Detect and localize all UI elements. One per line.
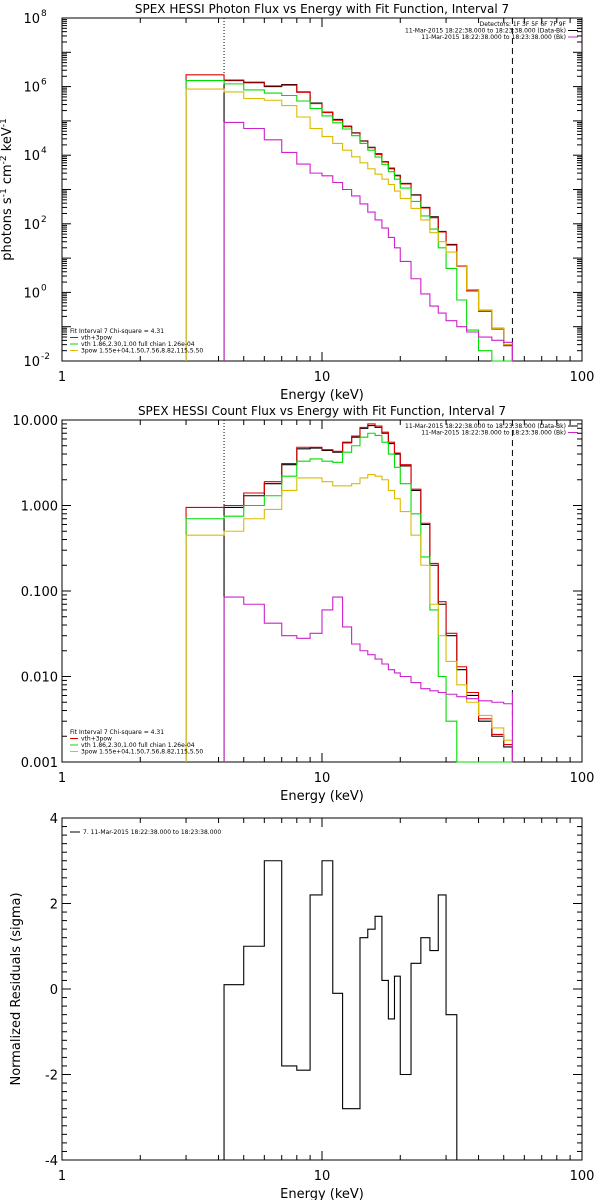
y-tick-label: -2 (45, 1069, 58, 1084)
y-tick-label: 10.000 (13, 414, 59, 429)
y-label-exponent: -1 (0, 188, 9, 197)
y-tick-label: 10 (23, 355, 40, 370)
fit-legend-entry: vth 1.86,2.30,1.00 full chian 1.26e-04 (81, 742, 195, 749)
y-label-part: cm (0, 164, 15, 188)
y-tick-label: 0.001 (21, 756, 58, 771)
plot-frame (61, 419, 583, 763)
x-tick-label: 100 (570, 1169, 595, 1184)
legend-entry: 11-Mar-2015 18:22:38.000 to 18:23:38.000… (405, 423, 566, 430)
series-bk-line (223, 596, 513, 762)
y-tick-label: 10 (23, 12, 40, 27)
y-tick-label: 10 (23, 286, 40, 301)
series-model-line (185, 74, 513, 361)
series-pow-line (185, 88, 513, 361)
fit-legend-entry: 3pow 1.55e+04,1.50,7.56,8.82,115,5.50 (81, 749, 203, 756)
legend-entry: 11-Mar-2015 18:22:38.000 to 18:23:38.000… (421, 430, 566, 437)
y-axis-label: Normalized Residuals (sigma) (9, 892, 24, 1085)
y-tick-exponent: 4 (41, 146, 47, 156)
y-tick-label: 10 (23, 149, 40, 164)
legend-entry: 11-Mar-2015 18:22:38.000 to 18:23:38.000… (421, 34, 566, 41)
legend-entry: Detectors: 1F 3F 5F 6F 7F 9F (480, 21, 567, 28)
legend-entry: 11-Mar-2015 18:22:38.000 to 18:23:38.000… (405, 28, 566, 35)
chart-panel-2: 1 10 100 0.001 0.010 0.100 1.000 10.000 SPEX HES… (13, 404, 595, 804)
y-tick-exponent: 2 (41, 215, 47, 225)
series-resid-line (223, 860, 513, 1161)
y-tick-label: 2 (50, 898, 58, 913)
fit-legend-title: Fit Interval 7 Chi-square = 4.31 (70, 729, 164, 736)
y-tick-label: 0.010 (21, 671, 58, 686)
y-tick-base: 10 (23, 149, 40, 164)
x-tick-label: 1 (58, 1169, 66, 1184)
y-axis-label: photons s-1 cm-2 keV-1 (0, 118, 15, 260)
x-axis-label: Energy (keV) (280, 789, 364, 804)
series-vth-line (185, 80, 513, 362)
y-tick-base: 10 (23, 12, 40, 27)
x-tick-label: 10 (314, 370, 331, 385)
y-tick-label: -4 (45, 1154, 58, 1169)
chart-title: SPEX HESSI Count Flux vs Energy with Fit… (138, 404, 506, 418)
y-label-exponent: -2 (0, 155, 9, 164)
fit-legend-title: Fit Interval 7 Chi-square = 4.31 (70, 328, 164, 335)
y-tick-base: 10 (23, 81, 40, 96)
series-model-line (185, 423, 513, 762)
fit-legend-entry: vth+3pow (81, 335, 112, 342)
x-tick-label: 100 (570, 370, 595, 385)
y-tick-label: 10 (23, 218, 40, 233)
series-data-line (186, 425, 513, 763)
y-tick-label: 10 (23, 81, 40, 96)
y-tick-label: 4 (50, 812, 58, 827)
chart-panel-3: 1 10 100 -4 -2 0 2 4 Energy (keV) Normalized Resi… (9, 812, 594, 1200)
chart-title: SPEX HESSI Photon Flux vs Energy with Fi… (135, 2, 509, 16)
series-bk-line (223, 121, 513, 361)
y-tick-base: 10 (23, 218, 40, 233)
fit-legend-entry: vth+3pow (81, 736, 112, 743)
x-tick-label: 10 (314, 1169, 331, 1184)
x-tick-label: 1 (58, 370, 66, 385)
y-tick-base: 10 (23, 286, 40, 301)
x-tick-label: 100 (570, 771, 595, 786)
plot-frame (61, 17, 583, 362)
y-label-part: photons s (0, 197, 15, 261)
legend-entry: 7. 11-Mar-2015 18:22:38.000 to 18:23:38.… (83, 829, 221, 836)
fit-legend-entry: 3pow 1.55e+04,1.50,7.56,8.82,115,5.50 (81, 348, 203, 355)
y-tick-exponent: 8 (41, 9, 47, 19)
y-tick-label: 1.000 (21, 500, 58, 515)
y-tick-exponent: -2 (41, 352, 50, 362)
y-label-exponent: -1 (0, 118, 9, 127)
y-tick-exponent: 6 (41, 78, 47, 88)
x-tick-label: 1 (58, 771, 66, 786)
y-label-part: keV (0, 127, 15, 155)
x-axis-label: Energy (keV) (280, 1187, 364, 1200)
y-tick-exponent: 0 (41, 283, 47, 293)
y-tick-base: 10 (23, 355, 40, 370)
y-tick-label: 0 (50, 983, 58, 998)
fit-legend-entry: vth 1.86,2.30,1.00 full chian 1.26e-04 (81, 341, 195, 348)
y-tick-label: 0.100 (21, 585, 58, 600)
x-tick-label: 10 (314, 771, 331, 786)
series-vth-line (185, 432, 513, 763)
series-pow-line (185, 474, 513, 762)
x-axis-label: Energy (keV) (280, 388, 364, 403)
